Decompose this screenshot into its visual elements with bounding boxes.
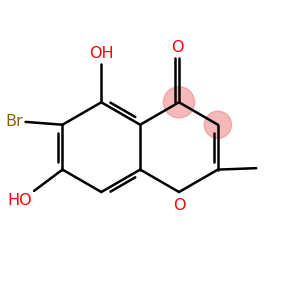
Text: HO: HO <box>7 193 32 208</box>
Text: Br: Br <box>5 114 23 129</box>
Circle shape <box>204 111 232 138</box>
Text: OH: OH <box>89 46 114 61</box>
Text: O: O <box>171 40 184 56</box>
Circle shape <box>164 87 195 118</box>
Text: O: O <box>173 198 185 213</box>
